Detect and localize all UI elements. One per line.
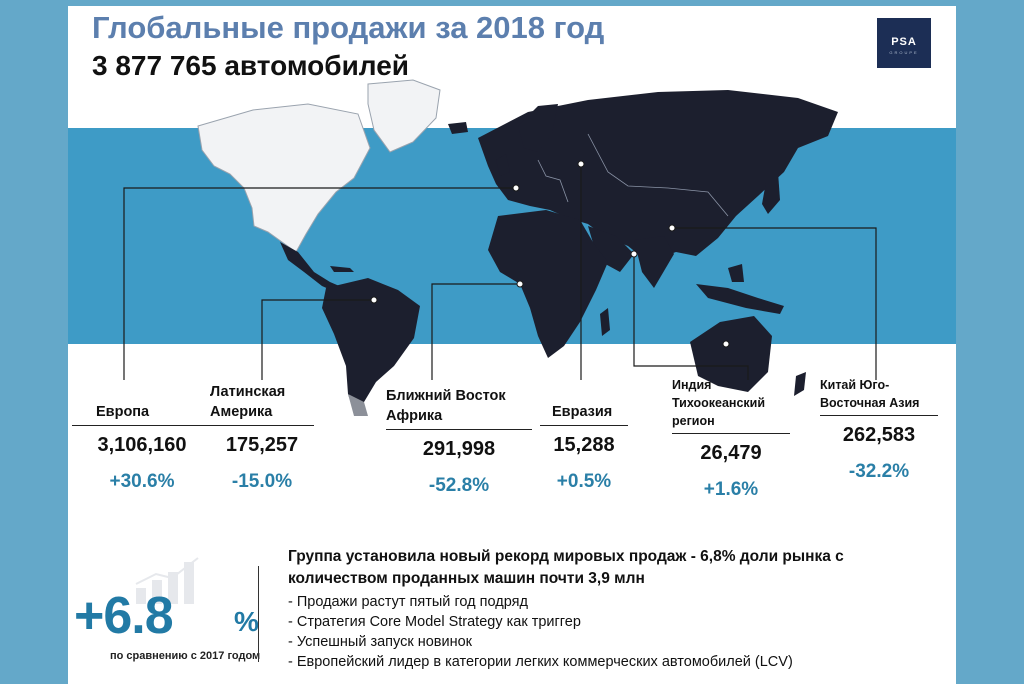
marker-australia xyxy=(722,340,730,348)
marker-india xyxy=(630,250,638,258)
total-sales: 3 877 765 автомобилей xyxy=(92,50,409,81)
region-eurasia: Евразия 15,288 +0.5% xyxy=(540,402,628,493)
south-america-shape xyxy=(322,278,420,412)
divider xyxy=(210,425,314,426)
region-change: -32.2% xyxy=(848,461,910,482)
list-item: - Продажи растут пятый год подряд xyxy=(288,594,528,610)
growth-chart-icon xyxy=(135,557,199,604)
page-title: Глобальные продажи за 2018 год xyxy=(92,10,605,45)
region-latin-america: Латинская Америка 175,257 -15.0% xyxy=(210,382,314,493)
marker-latam xyxy=(370,296,378,304)
region-change: +0.5% xyxy=(556,471,612,492)
connector-europe xyxy=(123,187,516,380)
region-india-pacific: Индия Тихоокеанский регион 26,479 +1.6% xyxy=(672,376,790,501)
divider xyxy=(258,566,259,662)
logo-subtext: GROUPE xyxy=(889,50,919,55)
connector-mea xyxy=(431,283,520,380)
australia-shape xyxy=(690,316,772,392)
marker-china xyxy=(668,224,676,232)
divider xyxy=(820,415,938,416)
region-china-sea: Китай Юго-Восточная Азия 262,583 -32.2% xyxy=(820,376,938,483)
connector-latam xyxy=(261,299,374,380)
comparison-note: по сравнению с 2017 годом xyxy=(110,650,261,662)
africa-shape xyxy=(488,210,608,358)
region-name: Китай Юго-Восточная Азия xyxy=(820,378,920,410)
connector-lines xyxy=(123,164,877,380)
north-america-shape xyxy=(197,103,371,253)
marker-mea xyxy=(516,280,524,288)
region-change: -15.0% xyxy=(231,471,293,492)
eurasia-shape xyxy=(478,90,838,262)
region-value: 175,257 xyxy=(225,434,299,456)
list-item: - Успешный запуск новинок xyxy=(288,634,473,650)
central-america-shape xyxy=(280,242,344,294)
infographic-card: Глобальные продажи за 2018 год 3 877 765… xyxy=(68,6,956,684)
share-percent-sign: % xyxy=(234,606,259,637)
divider xyxy=(672,433,790,434)
share-value: +6.8 xyxy=(74,587,174,645)
divider xyxy=(386,429,532,430)
marker-europe xyxy=(512,184,520,192)
psa-logo: PSA GROUPE xyxy=(877,18,931,68)
divider xyxy=(540,425,628,426)
region-name: Латинская Америка xyxy=(210,384,286,420)
region-value: 15,288 xyxy=(553,434,615,456)
region-change: +30.6% xyxy=(109,471,175,492)
region-value: 262,583 xyxy=(842,424,916,446)
marker-eurasia xyxy=(577,160,585,168)
region-europe: Европа 3,106,160 +30.6% xyxy=(72,402,212,493)
summary-list: - Продажи растут пятый год подряд - Стра… xyxy=(288,592,793,672)
region-name: Европа xyxy=(96,404,150,420)
region-value: 26,479 xyxy=(700,442,762,464)
logo-text: PSA xyxy=(891,36,917,48)
region-value: 3,106,160 xyxy=(97,434,187,456)
region-middle-east-africa: Ближний Восток Африка 291,998 -52.8% xyxy=(386,386,532,497)
region-name: Индия Тихоокеанский регион xyxy=(672,378,766,428)
connector-india xyxy=(633,254,749,380)
divider xyxy=(72,425,212,426)
region-change: -52.8% xyxy=(428,475,490,496)
greenland-shape xyxy=(367,79,441,153)
region-name: Ближний Восток Африка xyxy=(386,388,506,424)
list-item: - Европейский лидер в категории легких к… xyxy=(288,654,793,670)
connector-china xyxy=(672,227,877,380)
list-item: - Стратегия Core Model Strategy как триг… xyxy=(288,614,581,630)
region-change: +1.6% xyxy=(703,479,759,500)
region-name: Евразия xyxy=(552,404,613,420)
summary-headline: Группа установила новый рекорд мировых п… xyxy=(288,548,844,587)
region-value: 291,998 xyxy=(422,438,496,460)
world-map xyxy=(123,79,877,416)
